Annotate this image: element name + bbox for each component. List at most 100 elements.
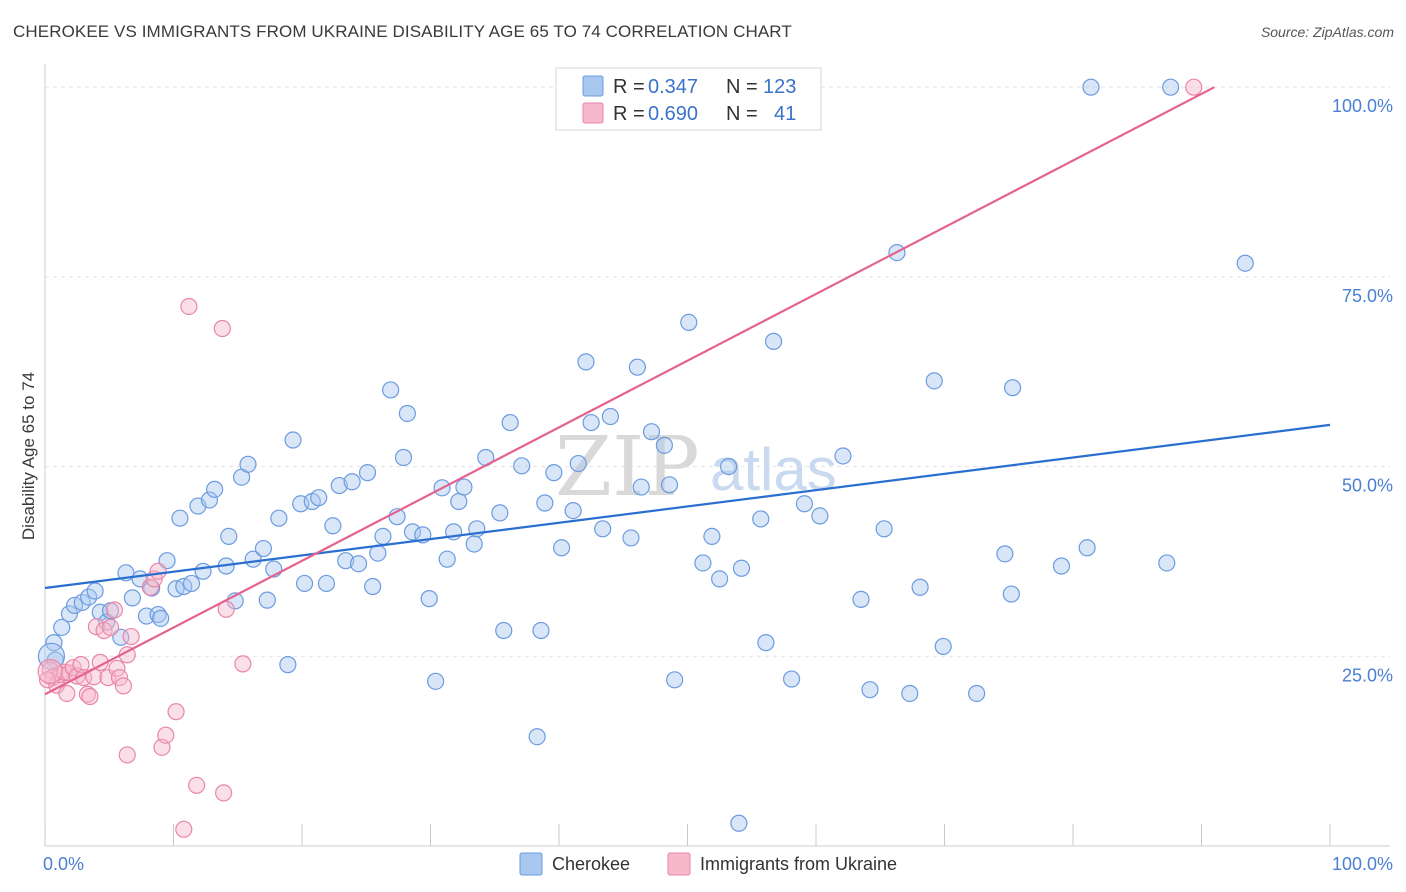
- cherokee-point: [349, 555, 368, 573]
- cherokee-point: [834, 447, 852, 465]
- ukraine-point: [110, 668, 129, 687]
- cherokee-point: [660, 476, 679, 494]
- cherokee-point: [382, 381, 400, 399]
- cherokee-point: [1052, 557, 1071, 575]
- cherokee-point: [60, 605, 79, 623]
- legend-n-value-cherokee: 123: [763, 76, 796, 98]
- cherokee-point: [901, 684, 919, 703]
- cherokee-point: [491, 504, 509, 522]
- ukraine-point: [78, 685, 97, 703]
- watermark-zip: ZIP: [555, 420, 700, 515]
- cherokee-point: [628, 358, 646, 376]
- source-credit: Source: ZipAtlas.com: [1260, 24, 1394, 40]
- series-legend-swatch-ukraine: [667, 852, 691, 876]
- legend-swatch-cherokee: [582, 75, 604, 97]
- cherokee-point: [582, 413, 600, 432]
- chart-title: CHEROKEE VS IMMIGRANTS FROM UKRAINE DISA…: [13, 22, 792, 41]
- cherokee-point: [152, 609, 170, 627]
- cherokee-point: [632, 478, 650, 496]
- cherokee-point: [1078, 539, 1096, 557]
- cherokee-point: [666, 671, 684, 689]
- series-legend-cherokee: Cherokee: [552, 854, 630, 874]
- cherokee-point: [317, 574, 336, 593]
- ukraine-point: [81, 687, 99, 706]
- ukraine-trend-line: [44, 86, 1215, 696]
- ukraine-point: [157, 726, 175, 744]
- cherokee-point: [310, 489, 328, 507]
- cherokee-point: [403, 523, 422, 541]
- cherokee-point: [200, 491, 219, 509]
- cherokee-point: [501, 413, 519, 432]
- legend-n-label-ukraine: N =: [726, 103, 758, 125]
- ukraine-point: [1185, 78, 1203, 96]
- cherokee-point: [358, 464, 377, 482]
- ukraine-point: [114, 677, 132, 695]
- series-legend-ukraine: Immigrants from Ukraine: [700, 854, 897, 874]
- cherokee-point: [968, 684, 986, 703]
- cherokee-point: [782, 670, 801, 688]
- cherokee-point: [279, 656, 297, 674]
- cherokee-point: [655, 436, 673, 454]
- cherokee-point: [875, 520, 893, 538]
- ukraine-point: [118, 746, 136, 764]
- ukraine-points: [37, 78, 1203, 838]
- axes: [44, 64, 1390, 847]
- cherokee-point: [757, 634, 775, 652]
- cherokee-point: [703, 527, 721, 546]
- cherokee-point: [86, 582, 104, 600]
- y-tick-labels: 25.0% 50.0% 75.0% 100.0%: [1332, 96, 1393, 685]
- cherokee-point: [295, 574, 314, 593]
- cherokee-point: [852, 590, 870, 608]
- cherokee-point: [720, 457, 738, 476]
- cherokee-point: [171, 509, 189, 527]
- cherokee-point: [764, 332, 783, 350]
- cherokee-point: [552, 539, 571, 557]
- y-tick-label: 50.0%: [1342, 476, 1393, 496]
- cherokee-point: [532, 621, 550, 640]
- cherokee-point: [364, 577, 382, 596]
- legend-r-label-ukraine: R =: [613, 103, 645, 125]
- watermark: ZIP atlas: [555, 420, 837, 515]
- ukraine-point: [149, 562, 167, 580]
- cherokee-point: [420, 590, 438, 608]
- cherokee-point: [795, 495, 814, 513]
- ukraine-point: [215, 784, 233, 802]
- cherokee-point: [569, 454, 587, 473]
- cherokee-point: [182, 574, 201, 593]
- cherokee-point: [495, 621, 513, 640]
- cherokee-point: [324, 517, 342, 535]
- cherokee-point: [343, 473, 361, 491]
- x-tick-label: 100.0%: [1332, 854, 1393, 874]
- cherokee-point: [934, 637, 952, 656]
- cherokee-point: [732, 559, 751, 577]
- ukraine-point: [213, 319, 231, 338]
- ukraine-point: [175, 820, 193, 838]
- cherokee-point: [254, 539, 273, 558]
- ukraine-point: [167, 703, 185, 721]
- grid-lines: [45, 86, 1390, 657]
- cherokee-point: [330, 476, 348, 495]
- cherokee-point: [811, 507, 829, 525]
- cherokee-point: [1002, 585, 1020, 603]
- ukraine-point: [101, 618, 120, 637]
- legend-swatch-ukraine: [582, 102, 604, 124]
- cherokee-point: [123, 589, 141, 607]
- cherokee-point: [996, 545, 1014, 563]
- legend-r-value-ukraine: 0.690: [648, 103, 698, 125]
- series-legend-swatch-cherokee: [519, 852, 543, 876]
- cherokee-trend-line: [44, 423, 1331, 590]
- ukraine-point: [141, 578, 159, 596]
- cherokee-point: [1158, 554, 1176, 572]
- ukraine-point: [58, 684, 76, 703]
- cherokee-point: [1162, 78, 1180, 96]
- cherokee-point: [45, 634, 63, 652]
- y-tick-label: 100.0%: [1332, 96, 1393, 116]
- cherokee-point: [438, 550, 456, 568]
- cherokee-point: [427, 672, 445, 690]
- cherokee-point: [194, 562, 212, 580]
- x-tick-label: 0.0%: [43, 854, 84, 874]
- cherokee-point: [270, 509, 288, 527]
- cherokee-point: [680, 313, 698, 332]
- cherokee-point: [564, 502, 582, 520]
- cherokee-point: [80, 588, 98, 606]
